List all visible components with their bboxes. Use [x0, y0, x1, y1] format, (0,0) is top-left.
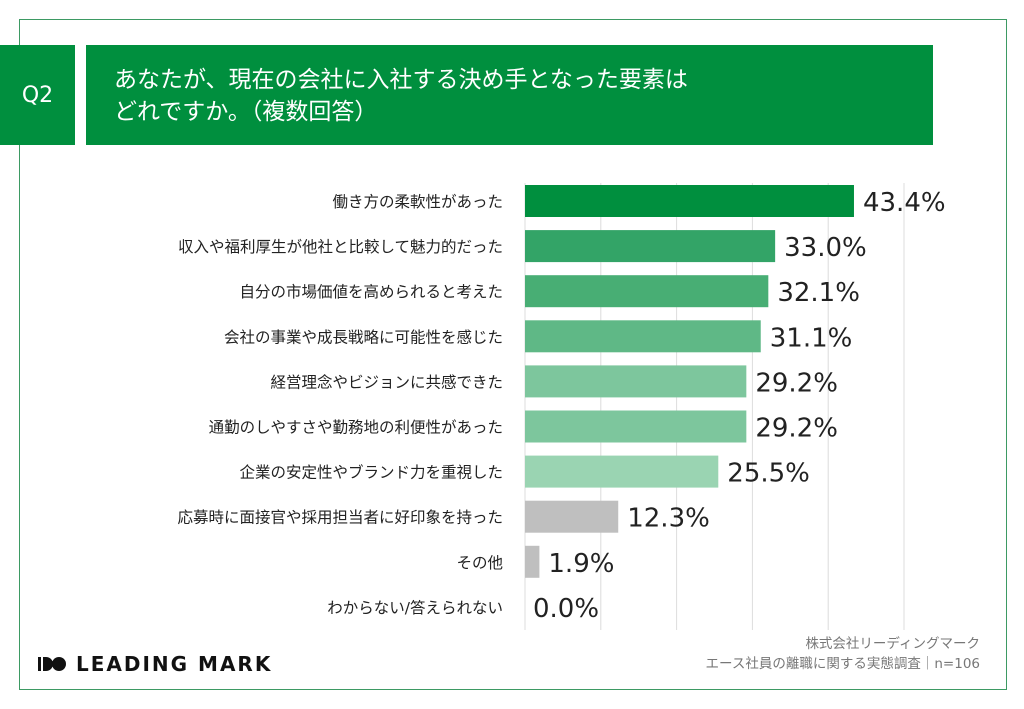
logo-mark-icon [38, 657, 66, 671]
bar [525, 545, 540, 578]
value-label: 29.2% [755, 414, 838, 444]
bar [525, 365, 747, 398]
category-label: 会社の事業や成長戦略に可能性を感じた [224, 328, 503, 346]
bar [525, 410, 747, 443]
category-label: 通勤のしやすさや勤務地の利便性があった [209, 419, 503, 437]
category-label: 応募時に面接官や採用担当者に好印象を持った [177, 509, 503, 527]
value-label: 32.1% [777, 278, 860, 308]
bar [525, 275, 769, 308]
title-line-1: あなたが、現在の会社に入社する決め手となった要素は [114, 67, 688, 93]
value-label: 29.2% [755, 368, 838, 398]
category-label: 収入や福利厚生が他社と比較して魅力的だった [178, 238, 503, 256]
value-label: 43.4% [863, 188, 946, 218]
bar [525, 500, 619, 533]
category-label: 経営理念やビジョンに共感できた [270, 372, 503, 391]
value-label: 1.9% [548, 549, 614, 579]
question-number: Q2 [0, 45, 75, 145]
category-label: 働き方の柔軟性があった [332, 193, 503, 211]
category-label: わからない/答えられない [327, 599, 503, 617]
value-label: 25.5% [727, 459, 810, 489]
value-label: 31.1% [770, 323, 853, 353]
value-label: 33.0% [784, 233, 867, 263]
bar [525, 230, 776, 263]
bar [525, 320, 761, 353]
frame [19, 19, 1007, 690]
bar [525, 455, 719, 488]
category-label: 企業の安定性やブランド力を重視した [239, 463, 503, 482]
source-survey: エース社員の離職に関する実態調査｜n=106 [705, 656, 980, 672]
value-label: 0.0% [533, 594, 599, 624]
logo: LEADING MARK [38, 652, 272, 676]
title-line-2: どれですか。（複数回答） [114, 99, 378, 125]
source: 株式会社リーディングマーク エース社員の離職に関する実態調査｜n=106 [706, 634, 980, 674]
source-company: 株式会社リーディングマーク [805, 636, 980, 652]
question-title: あなたが、現在の会社に入社する決め手となった要素は どれですか。（複数回答） [86, 45, 933, 145]
value-label: 12.3% [627, 504, 710, 534]
bar [525, 185, 854, 217]
category-label: 自分の市場価値を高められると考えた [239, 283, 503, 301]
category-label: その他 [456, 554, 503, 572]
logo-text: LEADING MARK [76, 652, 273, 676]
